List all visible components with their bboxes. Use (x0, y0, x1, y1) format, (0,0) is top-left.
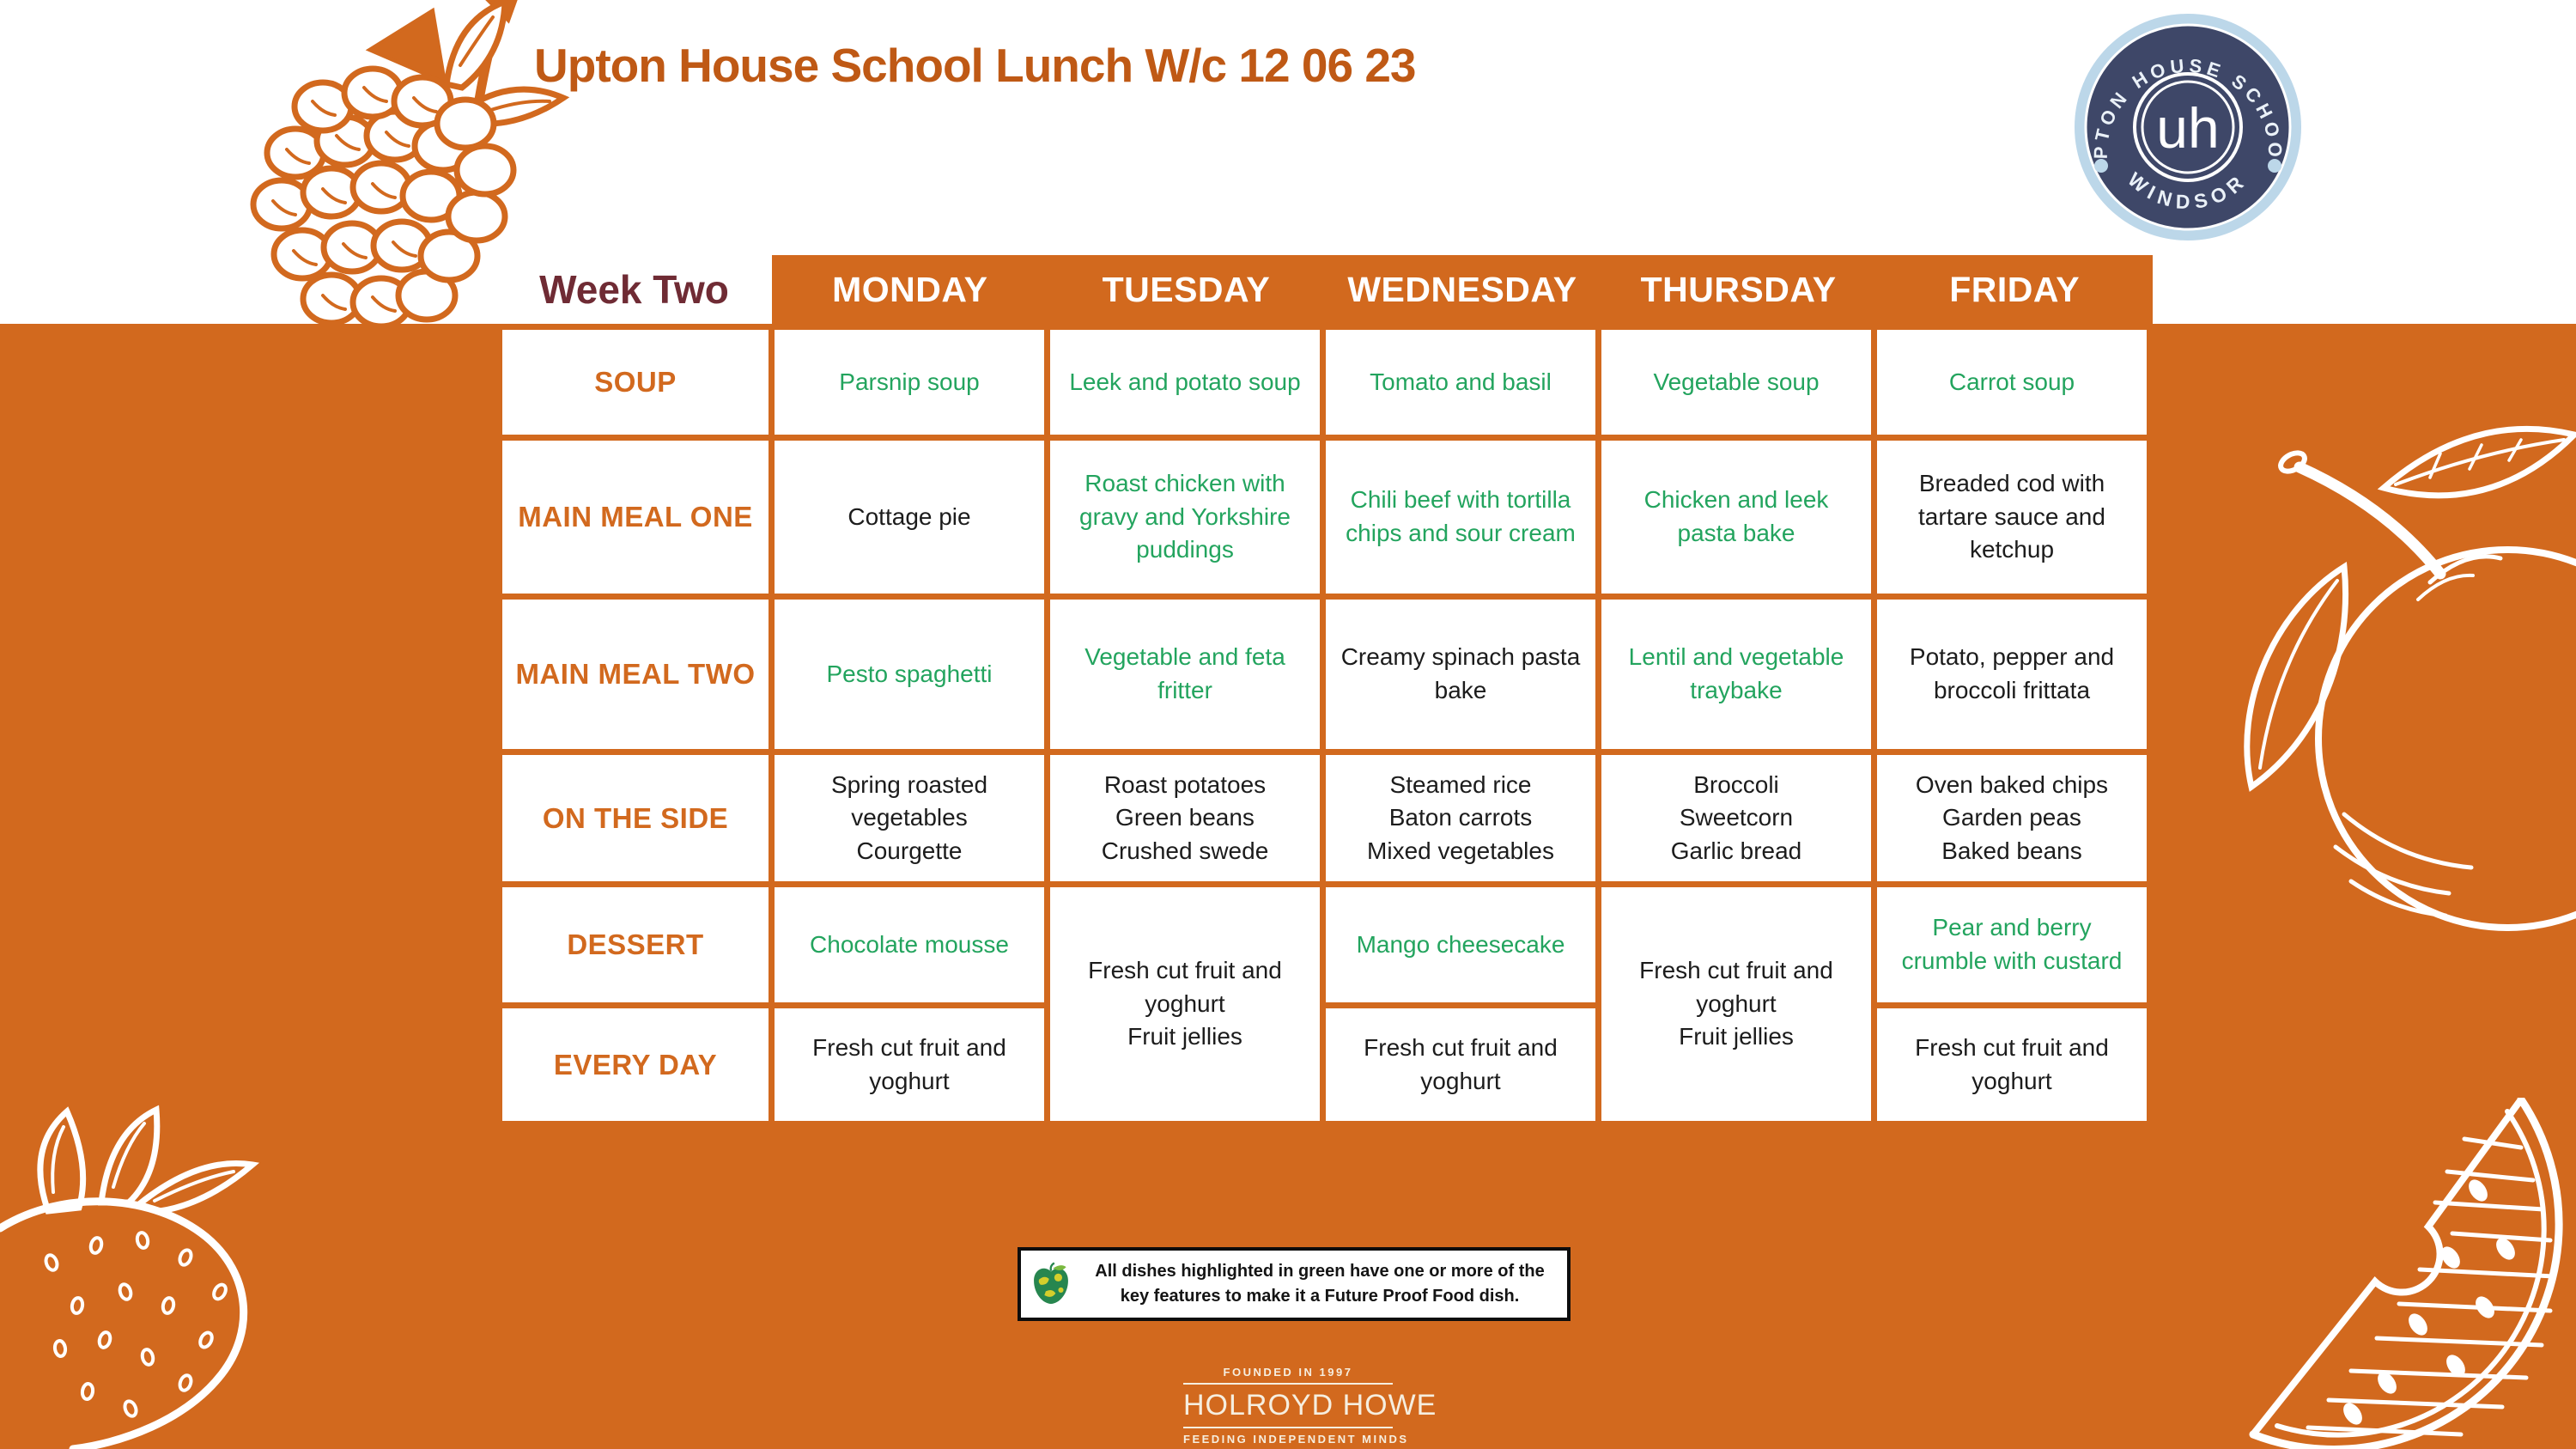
cell-everyday-monday: Fresh cut fruit and yoghurt (775, 1008, 1044, 1121)
cell-main1-friday: Breaded cod with tartare sauce and ketch… (1877, 441, 2147, 594)
day-header-thursday: THURSDAY (1640, 269, 1837, 309)
cell-dessert-everyday-tuesday: Fresh cut fruit and yoghurt Fruit jellie… (1050, 887, 1320, 1121)
day-header-row: MONDAY TUESDAY WEDNESDAY THURSDAY FRIDAY (772, 255, 2153, 324)
caterer-tagline: FEEDING INDEPENDENT MINDS (1183, 1433, 1409, 1446)
row-label-main-meal-one: MAIN MEAL ONE (502, 441, 769, 594)
day-header-wednesday: WEDNESDAY (1347, 269, 1577, 309)
cell-soup-monday: Parsnip soup (775, 330, 1044, 435)
cell-side-friday: Oven baked chips Garden peas Baked beans (1877, 755, 2147, 881)
cell-dessert-friday: Pear and berry crumble with custard (1877, 887, 2147, 1002)
future-proof-food-note: All dishes highlighted in green have one… (1018, 1247, 1571, 1321)
note-line-1: All dishes highlighted in green have one… (1095, 1262, 1545, 1281)
cell-soup-tuesday: Leek and potato soup (1050, 330, 1320, 435)
cell-dessert-everyday-thursday: Fresh cut fruit and yoghurt Fruit jellie… (1601, 887, 1871, 1121)
day-header-monday: MONDAY (832, 269, 988, 309)
cell-main2-wednesday: Creamy spinach pasta bake (1326, 600, 1595, 749)
badge-monogram: uh (2156, 96, 2219, 160)
cell-soup-friday: Carrot soup (1877, 330, 2147, 435)
cell-main1-thursday: Chicken and leek pasta bake (1601, 441, 1871, 594)
note-text: All dishes highlighted in green have one… (1083, 1259, 1557, 1309)
cell-dessert-monday: Chocolate mousse (775, 887, 1044, 1002)
caterer-logo: FOUNDED IN 1997 HOLROYD HOWE FEEDING IND… (1183, 1366, 1437, 1446)
row-label-main-meal-two: MAIN MEAL TWO (502, 600, 769, 749)
menu-table: SOUP Parsnip soup Leek and potato soup T… (496, 324, 2153, 1127)
day-header-tuesday: TUESDAY (1102, 269, 1271, 309)
day-header-friday: FRIDAY (1949, 269, 2081, 309)
divider (1183, 1383, 1393, 1385)
caterer-name: HOLROYD HOWE (1183, 1389, 1437, 1422)
cell-side-monday: Spring roasted vegetables Courgette (775, 755, 1044, 881)
cell-main2-friday: Potato, pepper and broccoli frittata (1877, 600, 2147, 749)
cell-everyday-friday: Fresh cut fruit and yoghurt (1877, 1008, 2147, 1121)
cell-side-wednesday: Steamed rice Baton carrots Mixed vegetab… (1326, 755, 1595, 881)
cell-main1-monday: Cottage pie (775, 441, 1044, 594)
cell-side-tuesday: Roast potatoes Green beans Crushed swede (1050, 755, 1320, 881)
cell-main1-tuesday: Roast chicken with gravy and Yorkshire p… (1050, 441, 1320, 594)
school-badge: UPTON HOUSE SCHOOL WINDSOR uh (2075, 14, 2301, 240)
cell-main2-monday: Pesto spaghetti (775, 600, 1044, 749)
caterer-founded: FOUNDED IN 1997 (1223, 1366, 1353, 1379)
row-label-soup: SOUP (502, 330, 769, 435)
orange-illustration (2244, 425, 2576, 931)
cell-main1-wednesday: Chili beef with tortilla chips and sour … (1326, 441, 1595, 594)
cell-side-thursday: Broccoli Sweetcorn Garlic bread (1601, 755, 1871, 881)
cell-everyday-wednesday: Fresh cut fruit and yoghurt (1326, 1008, 1595, 1121)
week-label: Week Two (496, 255, 772, 324)
apple-earth-icon (1034, 1262, 1068, 1304)
row-label-dessert: DESSERT (502, 887, 769, 1002)
page-title: Upton House School Lunch W/c 12 06 23 (534, 39, 1417, 92)
cell-soup-thursday: Vegetable soup (1601, 330, 1871, 435)
watermelon-illustration (2249, 1098, 2563, 1449)
cell-main2-tuesday: Vegetable and feta fritter (1050, 600, 1320, 749)
divider (1183, 1427, 1393, 1428)
strawberry-illustration (0, 1105, 260, 1449)
note-line-2: key features to make it a Future Proof F… (1120, 1287, 1520, 1306)
row-label-every-day: EVERY DAY (502, 1008, 769, 1121)
row-label-on-the-side: ON THE SIDE (502, 755, 769, 881)
cell-soup-wednesday: Tomato and basil (1326, 330, 1595, 435)
cell-dessert-wednesday: Mango cheesecake (1326, 887, 1595, 1002)
cell-main2-thursday: Lentil and vegetable traybake (1601, 600, 1871, 749)
